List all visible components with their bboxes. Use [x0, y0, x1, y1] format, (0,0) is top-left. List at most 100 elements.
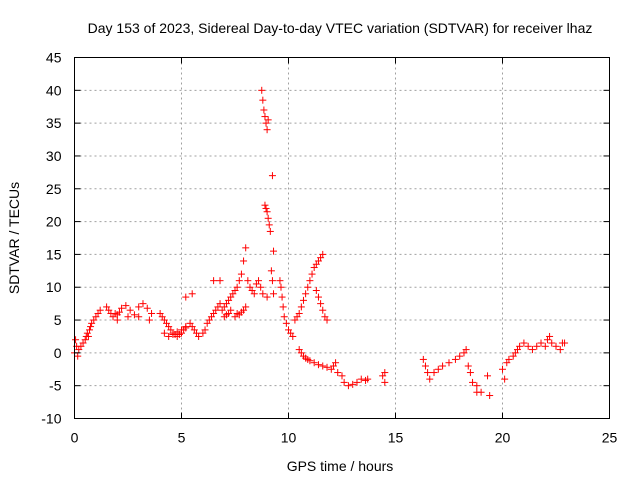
data-point — [276, 277, 284, 285]
data-point — [263, 293, 271, 301]
data-point — [310, 359, 318, 367]
x-tick-label: 10 — [281, 430, 297, 446]
data-point — [505, 355, 513, 363]
data-point — [299, 296, 307, 304]
data-point — [323, 363, 331, 371]
chart-title: Day 153 of 2023, Sidereal Day-to-day VTE… — [88, 20, 593, 36]
data-point — [216, 300, 224, 308]
data-point — [319, 306, 327, 314]
data-point — [344, 382, 352, 390]
data-point — [297, 303, 305, 311]
data-point — [237, 270, 245, 278]
data-point — [85, 326, 93, 334]
data-points — [71, 86, 569, 400]
data-point — [537, 339, 545, 347]
data-point — [216, 277, 224, 285]
data-point — [195, 332, 203, 340]
data-point — [262, 204, 270, 212]
data-point — [118, 304, 126, 312]
data-point — [160, 329, 168, 337]
data-point — [135, 303, 143, 311]
data-point — [74, 352, 82, 360]
data-point — [349, 380, 357, 388]
data-point — [548, 339, 556, 347]
data-point — [451, 355, 459, 363]
y-tick-label: 20 — [46, 214, 62, 230]
data-point — [295, 309, 303, 317]
data-point — [182, 324, 190, 332]
data-point — [250, 290, 258, 298]
data-point — [130, 311, 138, 319]
data-point — [419, 355, 427, 363]
data-point — [456, 352, 464, 360]
data-point — [259, 290, 267, 298]
data-point — [242, 303, 250, 311]
data-point — [267, 267, 275, 275]
data-point — [323, 316, 331, 324]
grid-lines — [74, 57, 610, 419]
data-point — [439, 362, 447, 370]
data-point — [165, 332, 173, 340]
data-point — [126, 306, 134, 314]
data-point — [277, 283, 285, 291]
data-point — [334, 369, 342, 377]
data-point — [561, 339, 569, 347]
x-axis-label: GPS time / hours — [287, 458, 394, 474]
x-tick-labels: 0 5 10 15 20 25 — [71, 430, 618, 446]
data-point — [233, 283, 241, 291]
x-tick-label: 15 — [388, 430, 404, 446]
data-point — [265, 221, 273, 229]
data-point — [178, 326, 185, 334]
y-tick-label: 0 — [54, 345, 62, 361]
data-point — [264, 214, 272, 222]
data-point — [381, 369, 389, 377]
y-tick-label: 30 — [46, 148, 62, 164]
y-tick-label: -10 — [41, 411, 61, 427]
y-tick-label: 35 — [46, 115, 62, 131]
data-point — [257, 283, 265, 291]
data-point — [434, 365, 442, 373]
data-point — [182, 293, 190, 301]
data-point — [516, 342, 524, 350]
data-point — [533, 342, 541, 350]
plot-frame — [74, 57, 610, 419]
data-point — [520, 339, 528, 347]
data-point — [477, 388, 485, 396]
data-point — [263, 126, 271, 134]
data-point — [259, 96, 267, 104]
data-point — [312, 287, 320, 295]
y-axis-label: SDTVAR / TECUs — [6, 182, 22, 294]
data-point — [364, 375, 372, 383]
data-point — [464, 362, 472, 370]
data-point — [268, 172, 276, 180]
data-point — [338, 372, 346, 380]
data-point — [424, 369, 432, 377]
data-point — [306, 277, 314, 285]
y-tick-label: 15 — [46, 246, 62, 262]
data-point — [87, 323, 95, 331]
data-point — [84, 332, 92, 340]
data-point — [280, 313, 288, 321]
data-point — [473, 382, 481, 390]
data-point — [556, 346, 564, 354]
data-point — [113, 316, 121, 324]
data-point — [266, 227, 274, 235]
data-point — [499, 365, 506, 373]
data-point — [426, 375, 434, 383]
data-point — [319, 362, 327, 370]
data-point — [421, 362, 429, 370]
y-tick-label: 45 — [46, 50, 62, 66]
data-point — [332, 359, 340, 367]
data-point — [115, 308, 123, 316]
data-point — [306, 357, 314, 365]
data-point — [81, 336, 89, 344]
data-point — [261, 113, 269, 121]
data-point — [524, 342, 532, 350]
data-point — [430, 369, 438, 377]
x-tick-label: 20 — [495, 430, 511, 446]
data-point — [145, 316, 153, 324]
data-point — [462, 346, 470, 354]
data-point — [139, 300, 147, 308]
data-point — [201, 326, 209, 334]
data-point — [357, 375, 365, 383]
